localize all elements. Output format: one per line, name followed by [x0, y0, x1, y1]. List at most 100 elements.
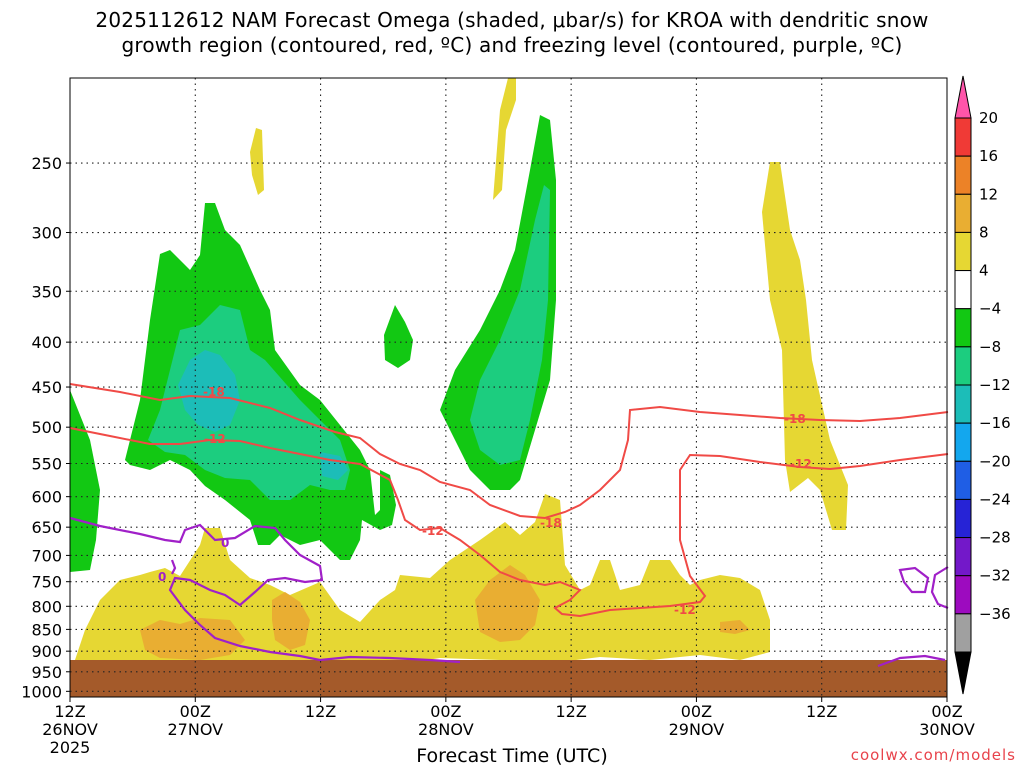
- colorbar-swatch: [954, 422, 972, 462]
- omega-positive-4-8-upper-c: [250, 128, 264, 195]
- svg-text:-12: -12: [790, 457, 812, 471]
- svg-text:-12: -12: [204, 432, 226, 446]
- contour-label-zero-b: 0: [158, 570, 166, 584]
- x-tick-label-time: 00Z: [180, 702, 211, 721]
- omega-positive-8-12-d: [720, 620, 750, 634]
- colorbar-swatch: [954, 308, 972, 348]
- contour-zero-right-c: [877, 654, 946, 668]
- y-tick-label: 700: [31, 546, 62, 565]
- x-tick-label-date: 28NOV: [418, 720, 474, 739]
- y-tick-label: 350: [31, 282, 62, 301]
- omega-positive-4-8-upper-a: [493, 78, 516, 200]
- contour-zero-right-b: [930, 566, 949, 610]
- colorbar-swatch: [954, 270, 972, 310]
- svg-text:-12: -12: [422, 524, 444, 538]
- y-tick-label: 900: [31, 642, 62, 661]
- colorbar-swatch: [954, 460, 972, 500]
- x-tick-label-date: 26NOV: [42, 720, 98, 739]
- omega-negative-8-12-b: [470, 185, 550, 465]
- y-tick-label: 550: [31, 455, 62, 474]
- y-tick-label: 750: [31, 573, 62, 592]
- grid: [70, 78, 947, 697]
- omega-negative-4-8-left: [70, 390, 100, 572]
- y-tick-label: 500: [31, 418, 62, 437]
- contour-label-minus18-a: -18: [203, 385, 225, 399]
- y-tick-label: 250: [31, 154, 62, 173]
- svg-text:0: 0: [221, 536, 229, 550]
- y-tick-label: 1000: [21, 682, 62, 701]
- colorbar-swatch: [954, 575, 972, 615]
- ground-below-surface: [70, 660, 947, 697]
- colorbar-label: −28: [979, 529, 1011, 547]
- contour-label-minus18-b: -18: [540, 516, 562, 530]
- colorbar-swatch: [954, 193, 972, 233]
- colorbar-bottom-arrow: [954, 651, 972, 695]
- svg-text:-18: -18: [784, 412, 806, 426]
- y-tick-label: 650: [31, 518, 62, 537]
- colorbar: 20 16 12 8 4 −4 −8 −12 −16 −20 −24 −28 −32 −36: [954, 75, 1011, 695]
- colorbar-label: −12: [979, 376, 1011, 394]
- y-tick-label: 600: [31, 488, 62, 507]
- omega-positive-4-8-lowlevel: [75, 494, 770, 664]
- omega-shading: [70, 78, 848, 664]
- svg-text:-12: -12: [674, 603, 696, 617]
- contour-minus12: [69, 427, 949, 618]
- y-tick-label: 800: [31, 597, 62, 616]
- svg-text:-18: -18: [203, 385, 225, 399]
- omega-negative-12-16-a: [178, 350, 240, 432]
- y-tick-label: 400: [31, 333, 62, 352]
- colorbar-swatch: [954, 155, 972, 195]
- x-tick-label-time: 12Z: [54, 702, 85, 721]
- chart-title-line2: growth region (contoured, red, ºC) and f…: [121, 33, 903, 57]
- contour-label-minus12-a: -12: [204, 432, 226, 446]
- colorbar-label: 8: [979, 223, 989, 241]
- x-tick-label-time: 12Z: [806, 702, 837, 721]
- colorbar-top-arrow: [954, 75, 972, 119]
- omega-positive-8-12-b: [272, 592, 310, 650]
- colorbar-label: 16: [979, 147, 998, 165]
- colorbar-label: −24: [979, 490, 1011, 508]
- x-tick-label-time: 12Z: [555, 702, 586, 721]
- y-tick-label: 850: [31, 620, 62, 639]
- svg-text:-18: -18: [540, 516, 562, 530]
- y-tick-label: 450: [31, 378, 62, 397]
- y-axis: 250 300 350 400 450 500 550 600 650 700 750 800 850 9…: [21, 154, 70, 701]
- colorbar-label: 12: [979, 185, 998, 203]
- colorbar-swatch: [954, 117, 972, 157]
- contour-label-zero-a: 0: [221, 536, 229, 550]
- contour-minus18: [69, 383, 949, 520]
- omega-negative-4-8-main-b: [384, 305, 413, 368]
- contour-label-minus12-c: -12: [674, 603, 696, 617]
- colorbar-swatch: [954, 231, 972, 272]
- credit-text: coolwx.com/models: [850, 746, 1016, 764]
- colorbar-label: 20: [979, 109, 998, 127]
- x-tick-label-time: 00Z: [681, 702, 712, 721]
- omega-positive-4-8-upper-b: [762, 162, 848, 530]
- contour-label-minus12-d: -12: [790, 457, 812, 471]
- colorbar-swatch: [954, 498, 972, 539]
- contour-zero-small: [170, 559, 177, 575]
- colorbar-swatch: [954, 537, 972, 577]
- x-tick-label-year: 2025: [50, 738, 91, 757]
- colorbar-label: 4: [979, 262, 989, 280]
- omega-positive-8-12-c: [475, 565, 540, 642]
- colorbar-swatch: [954, 384, 972, 424]
- contour-label-minus18-c: -18: [784, 412, 806, 426]
- colorbar-label: −4: [979, 300, 1001, 318]
- x-tick-label-time: 00Z: [931, 702, 962, 721]
- omega-positive-8-12-a: [140, 618, 245, 660]
- x-axis-title: Forecast Time (UTC): [416, 745, 608, 767]
- x-tick-label-date: 27NOV: [167, 720, 223, 739]
- chart-title-line1: 2025112612 NAM Forecast Omega (shaded, μ…: [95, 8, 929, 32]
- y-tick-label: 950: [31, 663, 62, 682]
- contour-label-minus12-b: -12: [422, 524, 444, 538]
- contour-zero-right-a: [898, 566, 930, 594]
- x-tick-label-date: 30NOV: [919, 720, 975, 739]
- temperature-contours: -18 -12 -12 -18 -12 -18 -12 0 0: [69, 383, 949, 668]
- colorbar-label: −16: [979, 414, 1011, 432]
- colorbar-label: −36: [979, 605, 1011, 623]
- colorbar-label: −20: [979, 452, 1011, 470]
- colorbar-swatch: [954, 613, 972, 653]
